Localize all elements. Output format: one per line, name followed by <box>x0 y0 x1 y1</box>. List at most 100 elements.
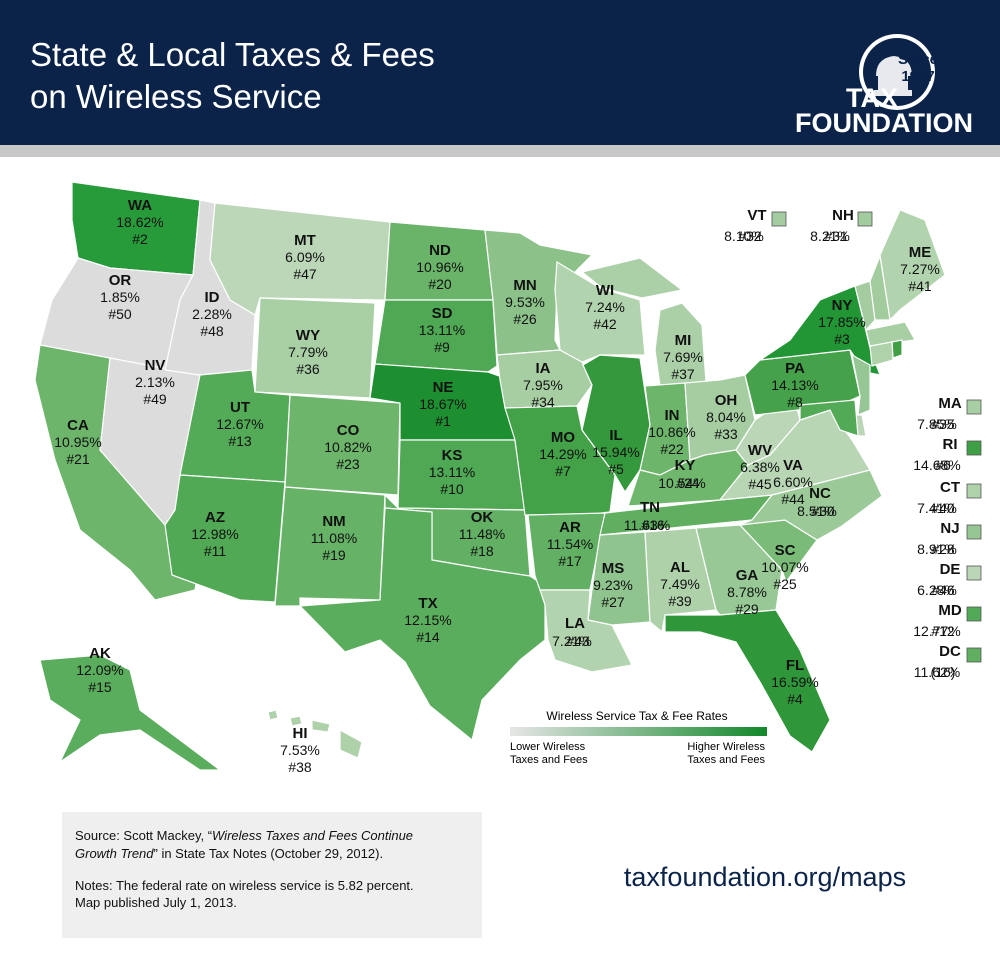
state-abbr: NJ <box>940 520 959 537</box>
state-rank: #31 <box>824 228 848 244</box>
source-prefix: Source: Scott Mackey, “ <box>75 828 212 843</box>
state-rank: #25 <box>773 576 797 592</box>
state-rank: #18 <box>470 543 494 559</box>
url: taxfoundation.org/maps <box>624 862 906 892</box>
state-abbr: MA <box>938 395 961 412</box>
state-abbr: SD <box>432 305 453 322</box>
state-rank: #15 <box>88 679 112 695</box>
header-band <box>0 0 1000 145</box>
state-rate: 15.94% <box>592 444 639 460</box>
state-rate: 8.78% <box>727 584 767 600</box>
state-abbr: TX <box>418 595 437 612</box>
state-rank: #50 <box>108 306 132 322</box>
state-abbr: DE <box>940 561 961 578</box>
state-rank: #22 <box>660 441 684 457</box>
legend-title: Wireless Service Tax & Fee Rates <box>546 709 727 723</box>
state-rank: #38 <box>288 759 312 775</box>
state-abbr: OR <box>109 272 132 289</box>
state-rank: #30 <box>811 503 835 519</box>
state-abbr: PA <box>785 360 805 377</box>
callout-swatch <box>857 211 873 227</box>
state-rate: 11.48% <box>459 526 505 542</box>
callout-swatch <box>966 647 982 663</box>
state-rate: 11.63% <box>624 517 670 533</box>
state-abbr: AL <box>670 559 690 576</box>
state-rate: 12.77% <box>913 623 960 639</box>
state-abbr: KY <box>675 457 696 474</box>
source-title: Growth Trend <box>75 846 154 861</box>
header-stripe <box>0 145 1000 157</box>
state-rank: #47 <box>293 266 317 282</box>
state-abbr: MO <box>551 429 575 446</box>
state-rate: 10.86% <box>648 424 695 440</box>
state-rate: 14.68% <box>913 457 960 473</box>
state-rate: 8.51% <box>797 503 837 519</box>
state-shape <box>869 341 894 367</box>
state-rank: #40 <box>931 500 955 516</box>
state-rate: 13.11% <box>429 464 475 480</box>
state-abbr: CT <box>940 479 960 496</box>
state-rate: 11.54% <box>547 536 593 552</box>
state-rank: #2 <box>132 231 148 247</box>
state-rank: #48 <box>200 323 224 339</box>
state-rate: 6.28% <box>917 582 957 598</box>
state-rank: #43 <box>566 633 590 649</box>
state-rate: 12.67% <box>216 416 263 432</box>
state-rate: 14.29% <box>539 446 586 462</box>
state-abbr: WY <box>296 327 320 344</box>
state-rank: #8 <box>787 394 803 410</box>
source-box <box>62 812 482 938</box>
state-abbr: ID <box>205 289 220 306</box>
state-rate: 9.23% <box>593 577 633 593</box>
callout-swatch <box>966 565 982 581</box>
state-abbr: NM <box>322 513 345 530</box>
callout-swatch <box>966 440 982 456</box>
note: Notes: The federal rate on wireless serv… <box>75 878 414 893</box>
state-rate: 10.96% <box>416 259 463 275</box>
state-rate: 7.21% <box>552 633 592 649</box>
logo-tax: TAX <box>846 83 898 113</box>
state-abbr: IL <box>609 427 622 444</box>
callout-swatch <box>771 211 787 227</box>
state-rate: 8.10% <box>724 228 764 244</box>
state-shape <box>851 353 871 416</box>
state-rank: #9 <box>434 339 450 355</box>
state-abbr: NV <box>145 357 166 374</box>
state-rate: 2.13% <box>135 374 175 390</box>
state-rank: #10 <box>440 481 464 497</box>
state-abbr: CA <box>67 417 89 434</box>
legend: Wireless Service Tax & Fee Rates Lower W… <box>510 709 767 766</box>
state-rank: #20 <box>428 276 452 292</box>
state-rate: 10.07% <box>761 559 808 575</box>
state-abbr: LA <box>565 615 585 632</box>
state-rank: #1 <box>435 413 451 429</box>
state-abbr: FL <box>786 657 804 674</box>
state-shape <box>267 709 279 721</box>
state-abbr: MT <box>294 232 316 249</box>
state-abbr: RI <box>943 436 958 453</box>
state-rate: 7.95% <box>523 377 563 393</box>
state-rank: #44 <box>781 491 805 507</box>
state-abbr: WI <box>596 282 614 299</box>
state-abbr: NH <box>832 207 854 224</box>
state-rank: #19 <box>322 547 346 563</box>
state-rate: 8.21% <box>810 228 850 244</box>
logo-foundation: FOUNDATION <box>795 108 973 138</box>
state-shape <box>39 654 222 771</box>
state-rank: #41 <box>908 278 932 294</box>
state-rate: 7.53% <box>280 742 320 758</box>
state-abbr: MI <box>675 332 692 349</box>
source-text: Growth Trend” in State Tax Notes (Octobe… <box>75 846 383 861</box>
state-rate: 16.59% <box>771 674 818 690</box>
state-rank: #36 <box>296 361 320 377</box>
state-rank: #6 <box>935 457 951 473</box>
state-abbr: OK <box>471 509 494 526</box>
state-abbr: VA <box>783 457 803 474</box>
state-rank: #16 <box>641 517 665 533</box>
state-rank: #39 <box>668 593 692 609</box>
state-rank: #7 <box>555 463 571 479</box>
state-rank: #37 <box>671 366 695 382</box>
state-abbr: OH <box>715 392 738 409</box>
state-rate: 7.49% <box>660 576 700 592</box>
